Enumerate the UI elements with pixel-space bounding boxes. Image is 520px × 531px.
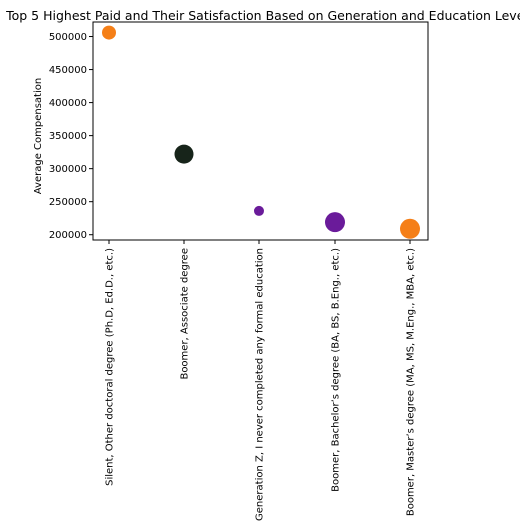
- x-tick-label: Generation Z, I never completed any form…: [255, 248, 266, 521]
- y-tick-label: 400000: [49, 98, 87, 109]
- scatter-point: [325, 212, 345, 233]
- x-axis-ticks: Silent, Other doctoral degree (Ph.D, Ed.…: [105, 240, 417, 521]
- y-tick-label: 200000: [49, 230, 87, 241]
- y-axis-ticks: 200000 250000 300000 350000 400000 450000 5000…: [49, 32, 93, 241]
- chart-title: Top 5 Highest Paid and Their Satisfactio…: [5, 8, 520, 23]
- x-tick-label: Boomer, Bachelor’s degree (BA, BS, B.Eng…: [331, 248, 342, 492]
- plot-area-frame: [92, 21, 429, 241]
- x-tick-label: Boomer, Associate degree: [180, 248, 191, 380]
- y-tick-label: 500000: [49, 32, 87, 43]
- y-axis-label: Average Compensation: [33, 78, 44, 194]
- y-tick-label: 300000: [49, 164, 87, 175]
- scatter-point: [102, 25, 116, 40]
- scatter-point: [254, 205, 264, 216]
- chart-marks: [102, 25, 420, 239]
- scatter-point: [174, 144, 194, 164]
- x-tick-label: Silent, Other doctoral degree (Ph.D, Ed.…: [105, 248, 116, 486]
- y-tick-label: 350000: [49, 131, 87, 142]
- scatter-point: [400, 218, 420, 239]
- x-tick-label: Boomer, Master’s degree (MA, MS, M.Eng.,…: [406, 248, 417, 516]
- y-tick-label: 450000: [49, 65, 87, 76]
- y-tick-label: 250000: [49, 197, 87, 208]
